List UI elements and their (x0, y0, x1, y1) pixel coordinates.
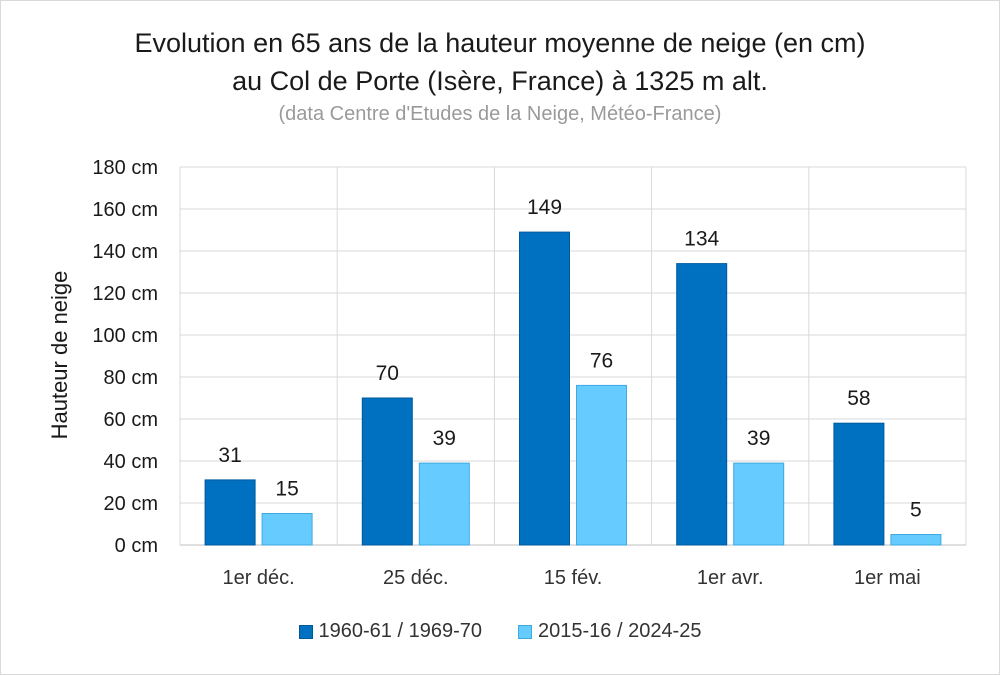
y-tick-label: 180 cm (92, 157, 158, 179)
bar-series-2 (261, 513, 313, 546)
x-tick-label: 25 déc. (383, 567, 449, 589)
legend-item-series-2: 2015-16 / 2024-25 (518, 620, 701, 643)
chart-subtitle: (data Centre d'Etudes de la Neige, Météo… (278, 103, 722, 125)
bar-series-2 (576, 384, 627, 546)
bar-series-2 (733, 462, 785, 546)
y-tick-label: 0 cm (115, 535, 158, 557)
x-tick-label: 1er avr. (697, 567, 764, 589)
legend-swatch-series-1 (298, 624, 313, 639)
y-tick-label: 60 cm (104, 409, 158, 431)
legend-label-series-1: 1960-61 / 1969-70 (318, 620, 482, 642)
bar-value-label: 58 (847, 387, 870, 410)
chart-title-line-1: Evolution en 65 ans de la hauteur moyenn… (134, 28, 866, 58)
bar-value-label: 39 (433, 427, 456, 450)
legend-label-series-2: 2015-16 / 2024-25 (538, 620, 702, 642)
bar-value-label: 70 (376, 362, 399, 385)
y-tick-label: 20 cm (104, 493, 158, 515)
chart-title-line-2: au Col de Porte (Isère, France) à 1325 m… (232, 66, 768, 96)
legend-item-series-1: 1960-61 / 1969-70 (298, 620, 482, 643)
bar-value-label: 149 (527, 196, 562, 219)
bar-series-2 (418, 462, 470, 546)
bar-value-label: 5 (910, 499, 922, 522)
bar-series-1 (519, 231, 570, 546)
bar-value-label: 76 (590, 349, 613, 372)
bar-series-1 (676, 263, 728, 546)
y-tick-label: 100 cm (92, 325, 158, 347)
x-tick-label: 1er déc. (222, 567, 294, 589)
bar-series-1 (361, 397, 413, 546)
y-tick-label: 140 cm (92, 241, 158, 263)
bar-series-1 (204, 479, 256, 546)
bar-value-label: 31 (218, 444, 241, 467)
x-tick-label: 1er mai (854, 567, 921, 589)
legend: 1960-61 / 1969-70 2015-16 / 2024-25 (0, 620, 1000, 643)
y-tick-label: 160 cm (92, 199, 158, 221)
bar-value-label: 15 (275, 478, 298, 501)
legend-swatch-series-2 (518, 624, 532, 639)
y-tick-label: 80 cm (104, 367, 158, 389)
bar-value-label: 134 (684, 228, 719, 251)
y-tick-label: 40 cm (104, 451, 158, 473)
x-tick-label: 15 fév. (544, 567, 603, 589)
bar-series-2 (890, 534, 942, 546)
bar-value-label: 39 (747, 427, 770, 450)
y-tick-label: 120 cm (92, 283, 158, 305)
bar-series-1 (833, 422, 885, 546)
